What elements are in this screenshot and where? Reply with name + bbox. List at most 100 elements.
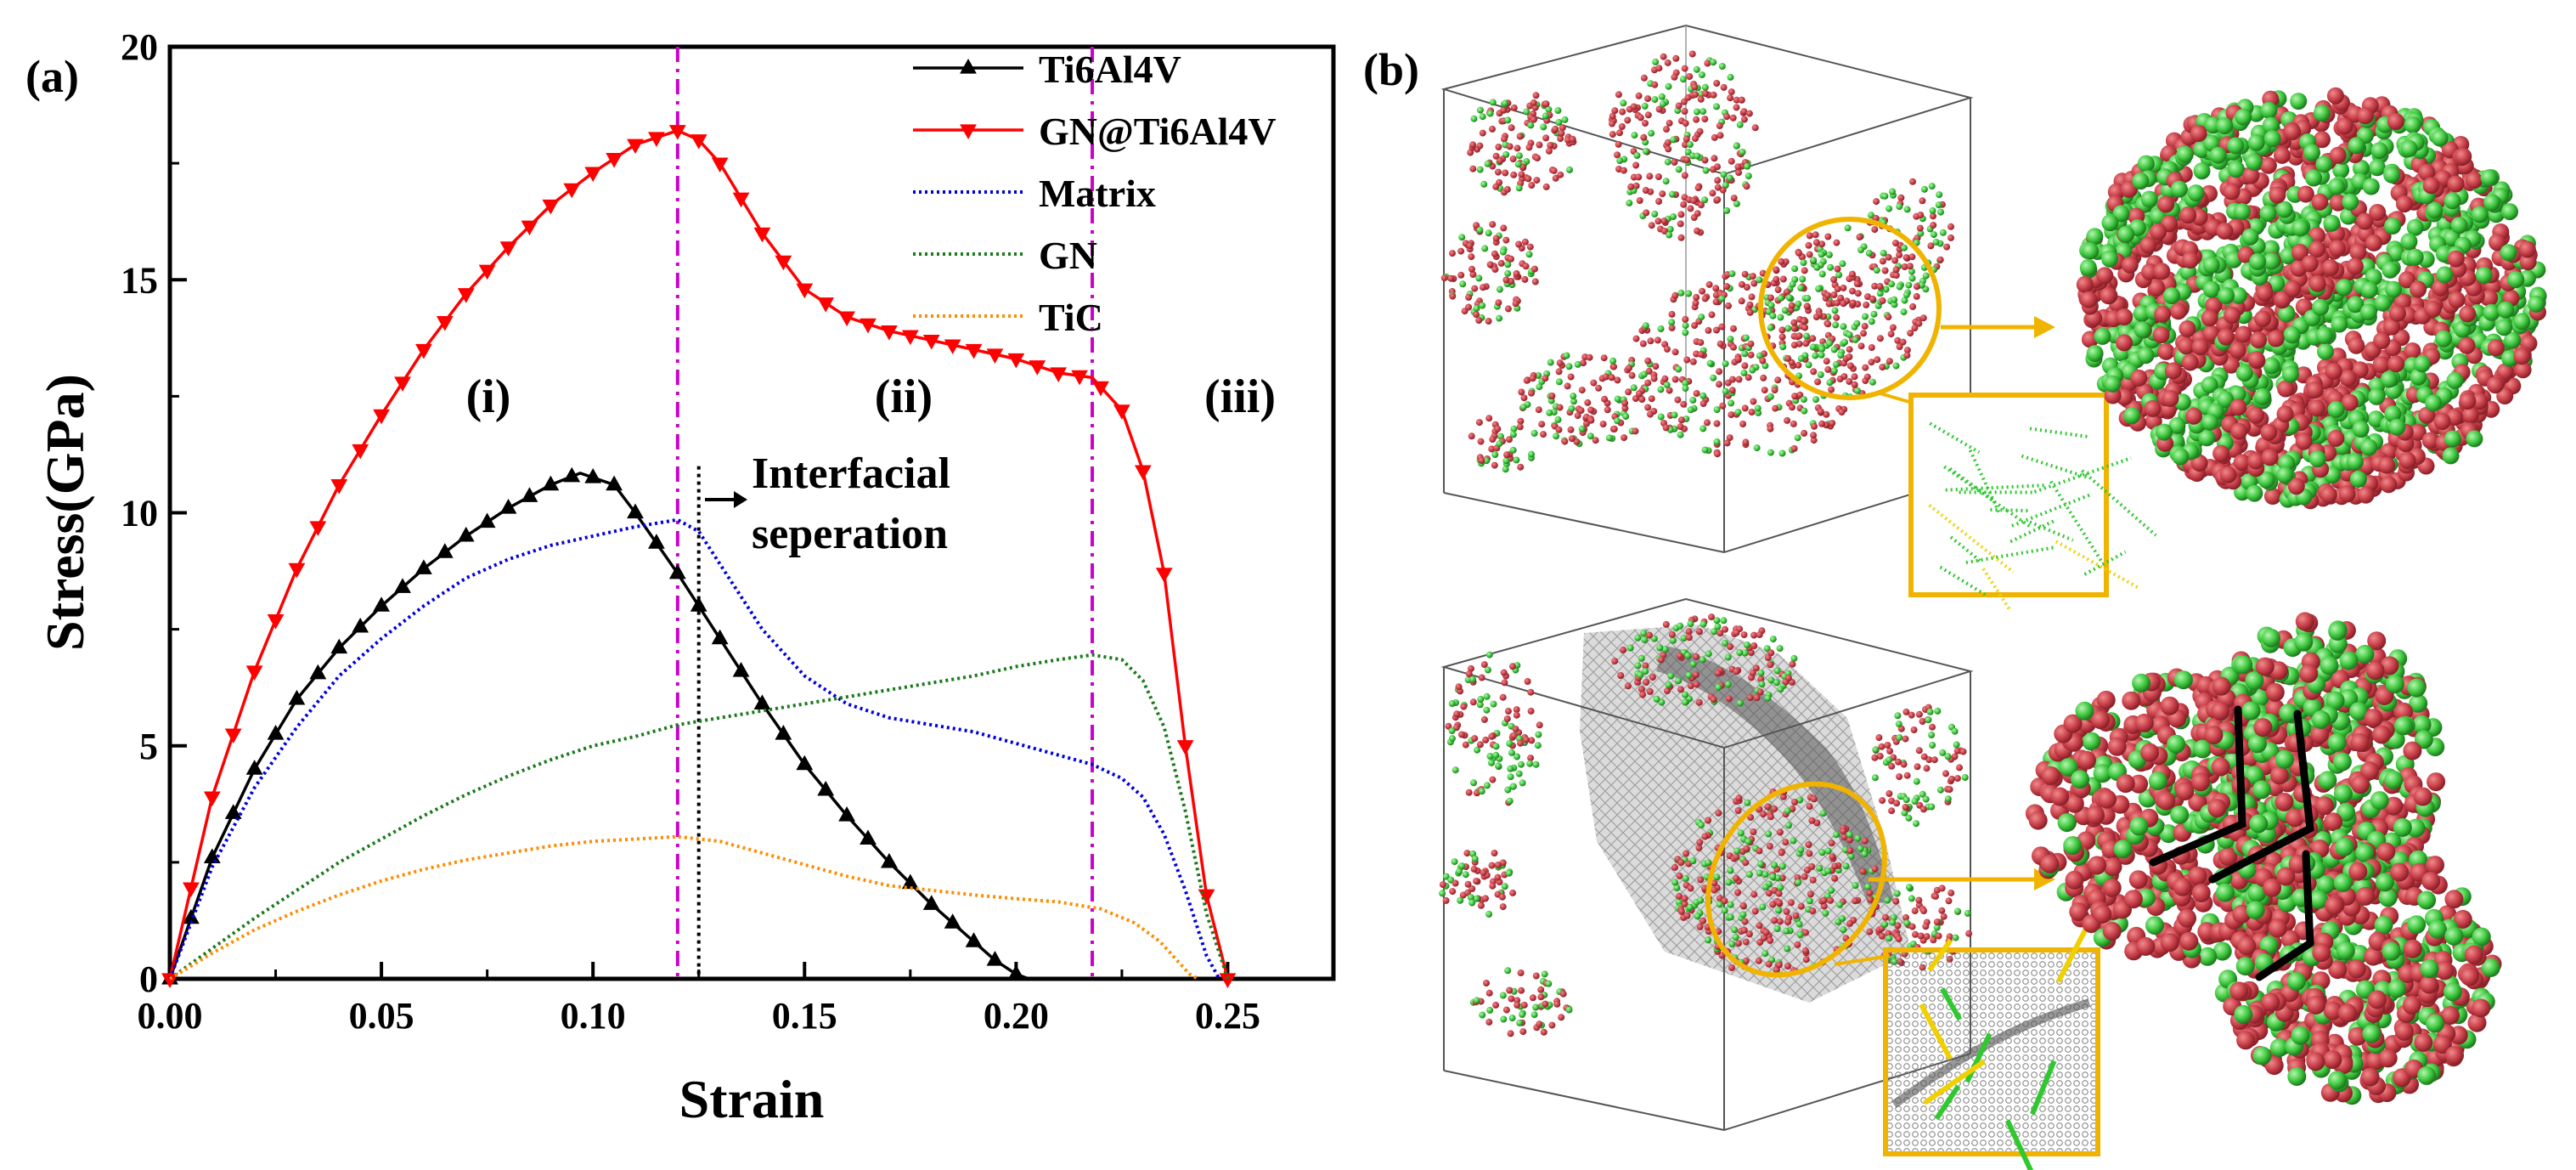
atom-green bbox=[2059, 758, 2078, 777]
atom-green bbox=[1670, 136, 1677, 144]
atom-red bbox=[1868, 344, 1875, 351]
atom-red bbox=[1767, 661, 1774, 669]
atom-red bbox=[1655, 105, 1663, 113]
atom-green bbox=[1480, 180, 1488, 188]
atom-green bbox=[1815, 285, 1823, 292]
atom-red bbox=[1778, 257, 1785, 265]
atom-red bbox=[1469, 698, 1477, 706]
atom-red bbox=[1640, 133, 1648, 141]
atom-red bbox=[1735, 169, 1743, 177]
atom-red bbox=[2365, 234, 2382, 252]
series-line bbox=[168, 834, 1199, 981]
atom-red bbox=[1749, 273, 1756, 280]
atom-green bbox=[1631, 132, 1638, 139]
atom-green bbox=[1505, 869, 1513, 877]
atom-red bbox=[2065, 794, 2084, 813]
atom-red bbox=[1830, 291, 1838, 298]
data-point bbox=[183, 908, 200, 924]
atom-red bbox=[1694, 184, 1702, 192]
atom-green bbox=[1501, 883, 1508, 890]
atom-red bbox=[1632, 427, 1639, 435]
atom-red bbox=[1548, 393, 1556, 399]
atom-red bbox=[1696, 923, 1704, 930]
atom-red bbox=[1746, 694, 1754, 702]
data-point bbox=[901, 873, 919, 890]
atom-red bbox=[1465, 293, 1473, 301]
dislocation-segment bbox=[1949, 535, 1983, 564]
atom-red bbox=[2218, 847, 2238, 866]
atom-red bbox=[2162, 390, 2179, 407]
atom-red bbox=[1485, 318, 1492, 325]
atom-red bbox=[1614, 151, 1621, 159]
atom-red bbox=[1724, 379, 1732, 387]
data-point bbox=[1113, 404, 1130, 420]
atom-green bbox=[1779, 343, 1787, 351]
atom-red bbox=[1654, 218, 1662, 225]
region-iii-label: (iii) bbox=[1204, 370, 1276, 423]
atom-red bbox=[1784, 416, 1791, 424]
atom-green bbox=[1626, 644, 1634, 652]
atom-green bbox=[1699, 620, 1707, 628]
atom-green bbox=[1913, 777, 1920, 785]
atom-green bbox=[2407, 915, 2427, 935]
atom-green bbox=[1448, 700, 1456, 707]
atom-red bbox=[1824, 365, 1832, 373]
interfacial-label-line2: seperation bbox=[752, 510, 948, 558]
atom-green bbox=[1694, 108, 1700, 116]
atom-green bbox=[1500, 1015, 1508, 1023]
atom-red bbox=[2338, 485, 2356, 503]
atom-green bbox=[1545, 980, 1553, 987]
atom-green bbox=[1761, 362, 1769, 370]
atom-red bbox=[1482, 895, 1489, 902]
atom-red bbox=[1674, 396, 1682, 404]
atom-green bbox=[1616, 157, 1624, 164]
box-top-outline bbox=[1440, 24, 1974, 176]
atom-red bbox=[1902, 913, 1909, 921]
atom-red bbox=[1660, 218, 1668, 225]
atom-green bbox=[1828, 886, 1835, 894]
atom-red bbox=[1525, 144, 1533, 151]
atom-red bbox=[1695, 628, 1703, 636]
atom-green bbox=[1565, 363, 1573, 370]
atom-red bbox=[2487, 339, 2505, 357]
data-point bbox=[267, 725, 285, 740]
atom-green bbox=[1699, 425, 1707, 432]
atom-red bbox=[2080, 291, 2098, 308]
atom-green bbox=[1634, 634, 1642, 642]
atom-red bbox=[1738, 280, 1745, 288]
atom-red bbox=[1671, 291, 1679, 299]
atom-green bbox=[1819, 810, 1827, 817]
atom-green bbox=[1961, 774, 1969, 781]
atom-green bbox=[1483, 706, 1491, 714]
atom-green bbox=[2387, 244, 2404, 262]
atom-green bbox=[1637, 654, 1645, 662]
atom-green bbox=[1679, 76, 1687, 83]
atom-red bbox=[1529, 375, 1536, 382]
dislocation-segment bbox=[1964, 1032, 1993, 1083]
atom-green bbox=[1827, 263, 1835, 271]
atom-green bbox=[1813, 263, 1821, 271]
atom-green bbox=[1745, 871, 1753, 879]
data-point bbox=[415, 343, 432, 359]
atom-green bbox=[2245, 671, 2264, 690]
atom-red bbox=[2277, 380, 2295, 398]
data-point bbox=[288, 562, 306, 579]
atom-red bbox=[1818, 420, 1826, 427]
atom-red bbox=[1734, 889, 1741, 896]
atom-green bbox=[2414, 730, 2433, 749]
atom-green bbox=[1499, 992, 1507, 999]
atom-green bbox=[1650, 635, 1658, 642]
atom-red bbox=[1451, 879, 1459, 887]
atom-red bbox=[1708, 311, 1716, 319]
atom-red bbox=[2410, 280, 2427, 298]
atom-green bbox=[1699, 108, 1707, 116]
atom-red bbox=[1644, 111, 1652, 119]
atom-green bbox=[2349, 702, 2369, 721]
atom-red bbox=[1828, 839, 1835, 847]
atom-green bbox=[1502, 457, 1510, 465]
atom-red bbox=[1920, 907, 1927, 914]
atom-green bbox=[2187, 184, 2205, 202]
atom-red bbox=[1879, 257, 1886, 265]
atom-red bbox=[1694, 210, 1701, 218]
atom-red bbox=[1776, 828, 1784, 836]
